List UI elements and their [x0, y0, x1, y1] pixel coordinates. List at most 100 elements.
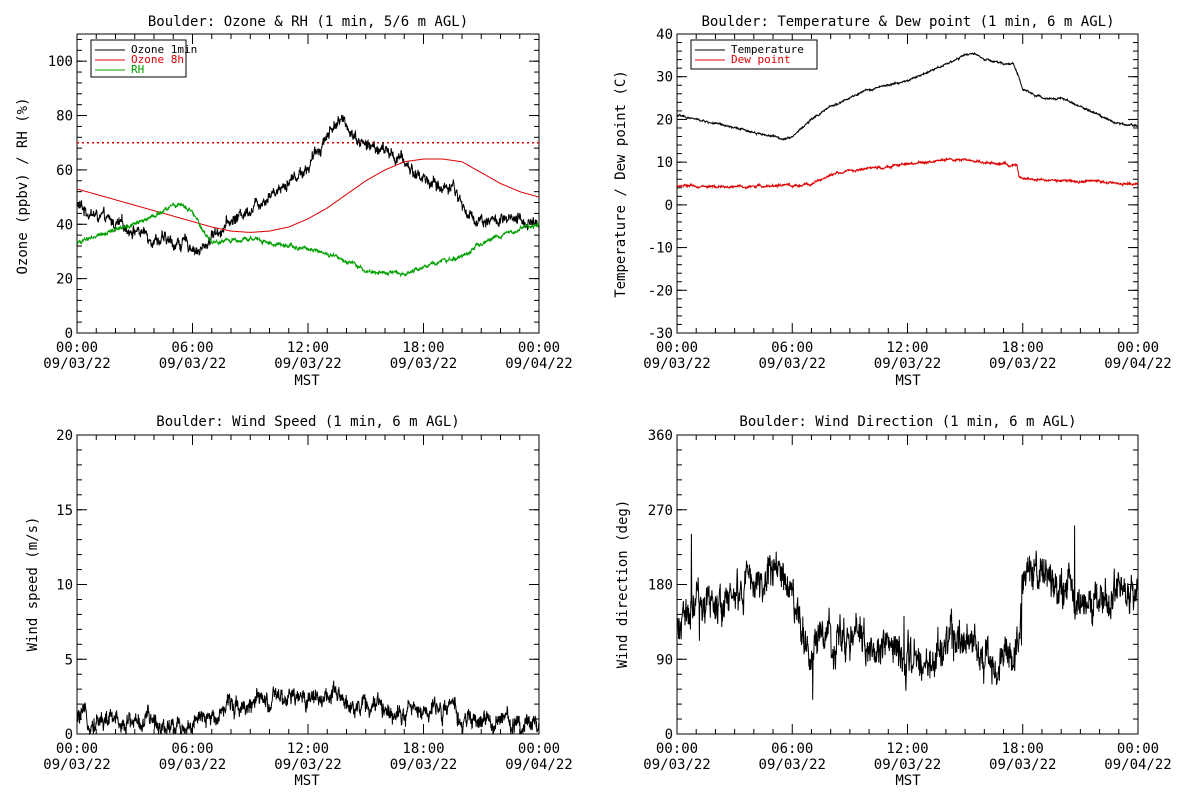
series-line-main: [676, 525, 1139, 700]
x-tick-date: 09/04/22: [505, 757, 572, 773]
series-group: [676, 525, 1139, 700]
x-tick-date: 09/03/22: [874, 757, 941, 773]
y-tick-label: 20: [656, 112, 673, 128]
x-tick-time: 00:00: [1117, 741, 1159, 757]
x-tick-date: 09/03/22: [159, 356, 226, 372]
x-tick-date: 09/03/22: [759, 757, 826, 773]
y-axis-label: Temperature / Dew point (C): [613, 70, 629, 298]
series-group: [676, 52, 1139, 190]
plot-frame: [676, 434, 1139, 735]
x-axis-label: MST: [294, 373, 320, 389]
chart-title: Boulder: Temperature & Dew point (1 min,…: [701, 14, 1114, 30]
y-tick-label: 0: [65, 727, 73, 743]
y-tick-label: 10: [56, 578, 73, 594]
y-tick-labels: 0 5 10 15 20: [56, 428, 73, 743]
x-axis-label: MST: [294, 773, 320, 789]
series-group: [76, 114, 540, 278]
y-tick-label: 80: [56, 109, 73, 125]
tick-marks: [76, 34, 540, 334]
x-tick-date: 09/03/22: [643, 757, 710, 773]
legend-label-ozone-1min: Ozone 1min: [131, 43, 197, 56]
x-axis-label: MST: [895, 773, 921, 789]
chart-title: Boulder: Wind Speed (1 min, 6 m AGL): [156, 414, 459, 430]
legend-label-dew-point: Dew point: [731, 53, 791, 66]
x-tick-time: 06:00: [771, 741, 813, 757]
x-tick-time: 18:00: [402, 340, 444, 356]
x-tick-labels: 00:0009/03/2206:0009/03/2212:0009/03/221…: [643, 340, 1171, 372]
series-line-ozone-8h: [76, 158, 540, 233]
y-tick-label: 40: [56, 217, 73, 233]
y-tick-label: 5: [65, 652, 73, 668]
x-tick-time: 18:00: [1002, 340, 1044, 356]
y-tick-label: 360: [648, 428, 673, 444]
tick-marks: [76, 434, 540, 735]
y-tick-label: 0: [665, 198, 673, 214]
legend: Ozone 1min Ozone 8h RH: [90, 39, 197, 78]
y-tick-label: 10: [656, 155, 673, 171]
x-tick-date: 09/03/22: [43, 356, 110, 372]
y-tick-label: -20: [648, 283, 673, 299]
x-tick-time: 12:00: [287, 741, 329, 757]
x-tick-time: 12:00: [287, 340, 329, 356]
plot-frame: [676, 33, 1139, 334]
x-tick-date: 09/04/22: [1104, 356, 1171, 372]
x-axis-label: MST: [895, 373, 921, 389]
x-tick-time: 00:00: [1117, 340, 1159, 356]
x-tick-time: 00:00: [56, 340, 98, 356]
x-tick-date: 09/04/22: [1104, 757, 1171, 773]
x-tick-time: 12:00: [886, 741, 928, 757]
panel-wind-speed: Boulder: Wind Speed (1 min, 6 m AGL) 0 5 1…: [25, 414, 573, 789]
y-tick-label: 0: [65, 326, 73, 342]
x-tick-date: 09/03/22: [274, 757, 341, 773]
x-tick-date: 09/03/22: [989, 356, 1056, 372]
y-tick-labels: 0 90 180 270 360: [648, 428, 673, 743]
y-tick-label: 270: [648, 503, 673, 519]
x-tick-date: 09/03/22: [874, 356, 941, 372]
x-tick-time: 12:00: [886, 340, 928, 356]
x-tick-date: 09/03/22: [43, 757, 110, 773]
panel-temperature-dewpoint: Boulder: Temperature & Dew point (1 min,…: [613, 14, 1172, 389]
x-tick-date: 09/03/22: [643, 356, 710, 372]
x-tick-date: 09/03/22: [390, 757, 457, 773]
series-line-rh: [76, 201, 540, 278]
y-tick-label: 90: [656, 652, 673, 668]
y-tick-label: 15: [56, 503, 73, 519]
y-tick-label: 180: [648, 578, 673, 594]
y-tick-label: 20: [56, 428, 73, 444]
x-tick-date: 09/03/22: [759, 356, 826, 372]
series-line-main: [76, 680, 540, 736]
tick-marks: [676, 434, 1139, 735]
x-tick-date: 09/03/22: [274, 356, 341, 372]
legend-label-ozone-8h: Ozone 8h: [131, 53, 184, 66]
y-axis-label: Wind speed (m/s): [25, 517, 41, 652]
series-line-dew-point: [676, 157, 1139, 190]
y-tick-labels: 0 20 40 60 80 100: [48, 54, 73, 342]
y-axis-label: Ozone (ppbv) / RH (%): [15, 97, 31, 274]
x-tick-time: 18:00: [1002, 741, 1044, 757]
x-tick-date: 09/03/22: [390, 356, 457, 372]
legend: Temperature Dew point: [690, 39, 818, 70]
y-tick-label: 100: [48, 54, 73, 70]
plot-frame: [76, 33, 540, 334]
x-tick-time: 00:00: [656, 340, 698, 356]
x-tick-date: 09/03/22: [159, 757, 226, 773]
panel-ozone-rh: Boulder: Ozone & RH (1 min, 5/6 m AGL) 0…: [15, 14, 573, 389]
y-tick-label: 20: [56, 272, 73, 288]
y-axis-label: Wind direction (deg): [615, 500, 631, 669]
x-tick-labels: 00:0009/03/2206:0009/03/2212:0009/03/221…: [43, 741, 572, 773]
x-tick-time: 06:00: [771, 340, 813, 356]
x-tick-labels: 00:0009/03/2206:0009/03/2212:0009/03/221…: [43, 340, 572, 372]
x-tick-time: 00:00: [518, 340, 560, 356]
legend-label-rh: RH: [131, 63, 144, 76]
chart-title: Boulder: Wind Direction (1 min, 6 m AGL): [739, 414, 1076, 430]
y-tick-label: 60: [56, 163, 73, 179]
y-tick-label: -30: [648, 326, 673, 342]
y-tick-label: 40: [656, 27, 673, 43]
series-line-ozone-1min: [76, 114, 540, 256]
x-tick-date: 09/04/22: [505, 356, 572, 372]
y-tick-label: 30: [656, 70, 673, 86]
x-tick-time: 00:00: [518, 741, 560, 757]
x-tick-time: 06:00: [171, 340, 213, 356]
y-tick-label: -10: [648, 241, 673, 257]
